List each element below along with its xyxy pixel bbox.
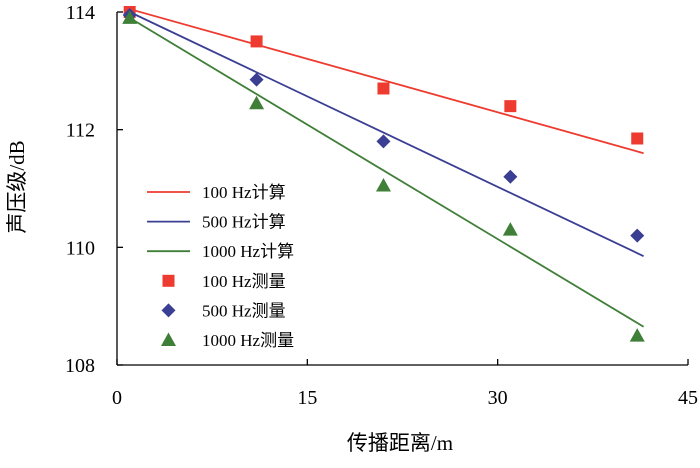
legend-swatch-triangle [161, 332, 176, 346]
data-point-diamond [249, 72, 264, 87]
legend-label: 1000 Hz测量 [202, 331, 294, 350]
data-point-diamond [376, 134, 391, 149]
series-line-1 [129, 11, 644, 257]
legend-swatch-diamond [161, 303, 176, 318]
x-axis-title: 传播距离/m [347, 431, 453, 455]
data-point-triangle [375, 178, 391, 192]
plot-marks [122, 6, 645, 342]
data-point-triangle [122, 10, 138, 24]
data-point-square [631, 132, 644, 145]
x-tick-label: 45 [678, 387, 698, 409]
legend-label: 500 Hz测量 [202, 301, 286, 320]
x-tick-label: 15 [297, 387, 317, 409]
y-tick-label: 114 [66, 2, 95, 24]
legend-label: 100 Hz测量 [202, 272, 286, 291]
y-tick-label: 110 [66, 237, 95, 259]
data-point-square [504, 100, 517, 113]
legend-swatch-square [162, 274, 175, 287]
data-point-triangle [502, 222, 518, 236]
legend-label: 500 Hz计算 [202, 213, 286, 232]
series-line-0 [129, 8, 644, 155]
data-point-triangle [249, 95, 265, 110]
y-tick-label: 108 [65, 355, 95, 377]
data-point-diamond [630, 228, 645, 243]
y-axis-title: 声压级/dB [5, 140, 29, 233]
legend-label: 1000 Hz计算 [202, 242, 294, 261]
series-line-2 [129, 17, 645, 328]
axes: 0 15 30 45 108 110 112 114 [65, 2, 698, 409]
y-tick-label: 112 [66, 120, 95, 142]
x-tick-label: 0 [112, 387, 122, 409]
data-point-diamond [503, 169, 518, 184]
x-tick-label: 30 [488, 387, 508, 409]
legend: 100 Hz计算 500 Hz计算 1000 Hz计算 100 Hz测量 500 Hz测… [147, 183, 294, 350]
data-point-square [377, 82, 390, 95]
legend-label: 100 Hz计算 [202, 183, 286, 202]
data-point-triangle [629, 328, 645, 342]
data-point-square [250, 35, 263, 48]
